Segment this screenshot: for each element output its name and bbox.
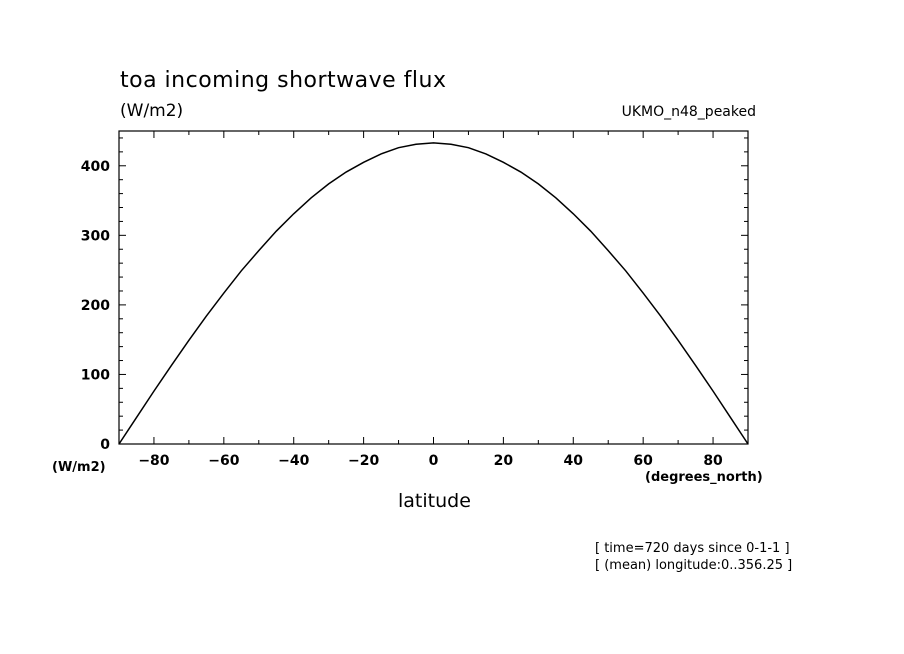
plot-frame (118, 130, 749, 445)
x-tick-labels: −80 −60 −40 −20 0 20 40 60 80 (138, 453, 723, 469)
x-axis-label: latitude (398, 490, 471, 512)
y-tick-label: 200 (81, 298, 110, 314)
y-tick-labels: 0 100 200 300 400 (81, 159, 110, 453)
y-tick-label: 300 (81, 228, 110, 244)
x-tick-label: 0 (429, 453, 439, 469)
longitude-note: [ (mean) longitude:0..356.25 ] (595, 558, 793, 573)
y-tick-label: 0 (100, 437, 110, 453)
x-tick-label: −80 (138, 453, 169, 469)
x-tick-label: −40 (278, 453, 309, 469)
x-tick-label: 80 (703, 453, 723, 469)
series-line (118, 142, 749, 445)
y-tick-label: 100 (81, 367, 110, 383)
x-tick-label: −20 (348, 453, 379, 469)
y-tick-label: 400 (81, 159, 110, 175)
chart-subtitle-units: (W/m2) (120, 101, 184, 121)
x-axis-unit-label: (degrees_north) (645, 470, 763, 485)
x-tick-label: 60 (633, 453, 653, 469)
time-note: [ time=720 days since 0-1-1 ] (595, 541, 790, 556)
y-axis-unit-label: (W/m2) (52, 460, 106, 475)
x-tick-label: 20 (494, 453, 514, 469)
x-tick-label: −60 (208, 453, 239, 469)
x-tick-label: 40 (564, 453, 584, 469)
chart-title: toa incoming shortwave flux (120, 68, 447, 93)
axis-ticks (118, 131, 749, 445)
dataset-name: UKMO_n48_peaked (621, 104, 756, 120)
